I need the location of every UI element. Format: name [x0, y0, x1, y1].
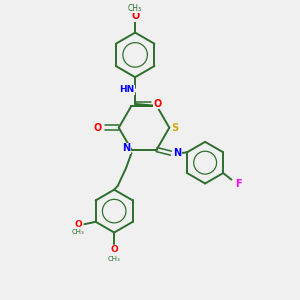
Text: O: O [110, 245, 118, 254]
Text: CH₃: CH₃ [128, 4, 142, 13]
Text: O: O [154, 99, 162, 109]
Text: F: F [235, 179, 241, 189]
Text: O: O [74, 220, 82, 229]
Text: O: O [94, 123, 102, 133]
Text: S: S [171, 123, 178, 133]
Text: CH₃: CH₃ [108, 256, 121, 262]
Text: CH₃: CH₃ [72, 229, 85, 235]
Text: HN: HN [119, 85, 134, 94]
Text: N: N [122, 143, 130, 153]
Text: N: N [173, 148, 181, 158]
Text: O: O [131, 11, 139, 21]
